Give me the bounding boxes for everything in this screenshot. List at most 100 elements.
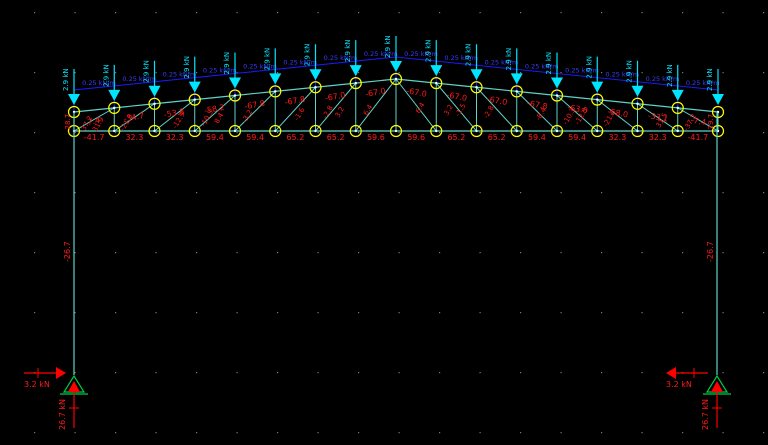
web-diagonal[interactable]: [113, 103, 155, 132]
bottom-node-dot: [515, 129, 518, 133]
udl-label: 0.25 kN/m: [646, 75, 680, 83]
left-vertical-reaction-arrow-icon: [68, 381, 80, 392]
web-diagonal[interactable]: [194, 95, 236, 132]
left-support[interactable]: 3.2 kN 26.7 kN: [24, 367, 88, 430]
bottom-node[interactable]: [188, 124, 201, 138]
top-node[interactable]: [349, 77, 362, 90]
web-diagonal[interactable]: [435, 82, 477, 132]
top-chord-force: -67.8: [526, 99, 548, 111]
grid-dot: [641, 192, 643, 194]
bottom-chord-force: -41.7: [688, 133, 709, 142]
top-node-dot: [636, 102, 639, 105]
top-node-dot: [475, 86, 478, 89]
point-load-arrow-icon: [551, 77, 563, 89]
grid-dot: [74, 192, 76, 194]
top-node[interactable]: [631, 97, 644, 110]
grid-dots: [34, 12, 765, 434]
grid-dot: [601, 252, 603, 254]
udl-label: 0.25 kN/m: [283, 58, 317, 66]
web-diagonal[interactable]: [476, 86, 518, 132]
grid-dot: [479, 432, 481, 434]
bottom-node[interactable]: [389, 124, 403, 138]
bottom-chord-force: 65.2: [488, 133, 506, 142]
web-diagonal[interactable]: [677, 107, 719, 132]
grid-dot: [479, 372, 481, 374]
top-node[interactable]: [389, 72, 403, 86]
grid-dot: [34, 252, 36, 254]
grid-dot: [398, 372, 400, 374]
bottom-node[interactable]: [671, 124, 684, 138]
web-diagonal[interactable]: [637, 103, 679, 132]
web-diagonal[interactable]: [274, 86, 316, 132]
point-load-label: 2.9 kN: [223, 52, 231, 75]
web-diagonal[interactable]: [556, 95, 598, 132]
web-diagonal[interactable]: [315, 82, 357, 132]
web-diagonal[interactable]: [516, 91, 558, 132]
grid-dot: [277, 192, 279, 194]
udl-label: 0.25 kN/m: [444, 54, 478, 62]
grid-dot: [358, 312, 360, 314]
bottom-node[interactable]: [550, 124, 564, 138]
top-node[interactable]: [148, 97, 161, 110]
top-node[interactable]: [430, 77, 443, 90]
bottom-node[interactable]: [108, 124, 121, 138]
top-node[interactable]: [108, 101, 121, 114]
point-load-label: 2.9 kN: [344, 39, 352, 62]
bottom-node[interactable]: [510, 124, 523, 138]
grid-dot: [196, 12, 198, 14]
grid-dot: [601, 132, 603, 134]
point-load-label: 2.9 kN: [626, 60, 634, 83]
grid-dot: [115, 12, 117, 14]
top-node[interactable]: [470, 81, 483, 94]
grid-dot: [601, 72, 603, 74]
bottom-node[interactable]: [470, 124, 483, 138]
grid-dot: [398, 12, 400, 14]
bottom-node[interactable]: [430, 124, 443, 138]
top-node[interactable]: [591, 93, 604, 106]
grid-dot: [358, 12, 360, 14]
top-node[interactable]: [510, 85, 523, 98]
top-node[interactable]: [550, 89, 564, 102]
grid-dot: [74, 252, 76, 254]
web-diagonal[interactable]: [355, 78, 397, 132]
bottom-node[interactable]: [309, 124, 322, 138]
top-node[interactable]: [228, 89, 242, 102]
bottom-node[interactable]: [591, 124, 604, 138]
web-diagonal[interactable]: [73, 107, 115, 132]
right-vertical-reaction-arrow-icon: [711, 381, 723, 392]
bottom-node[interactable]: [631, 124, 644, 138]
point-load-arrow-icon: [309, 69, 322, 81]
top-node[interactable]: [671, 101, 684, 114]
grid-dot: [155, 132, 157, 134]
udl-label: 0.25 kN/m: [82, 79, 116, 87]
grid-dot: [196, 432, 198, 434]
bottom-node[interactable]: [349, 124, 362, 138]
point-load-arrow-icon: [510, 73, 523, 85]
grid-dot: [317, 252, 319, 254]
grid-dot: [520, 72, 522, 74]
top-node[interactable]: [269, 85, 282, 98]
web-diagonal[interactable]: [154, 99, 196, 132]
top-node[interactable]: [188, 93, 201, 106]
grid-dot: [34, 192, 36, 194]
grid-dot: [439, 432, 441, 434]
grid-dot: [560, 372, 562, 374]
bottom-node[interactable]: [711, 124, 725, 138]
web-diagonal[interactable]: [234, 91, 276, 132]
top-node[interactable]: [309, 81, 322, 94]
grid-dot: [479, 312, 481, 314]
top-node[interactable]: [711, 105, 725, 119]
left-horizontal-reaction-label: 3.2 kN: [24, 380, 50, 389]
bottom-node[interactable]: [269, 124, 282, 138]
bottom-node[interactable]: [228, 124, 242, 138]
grid-dot: [722, 72, 724, 74]
grid-dot: [236, 12, 238, 14]
right-support[interactable]: 3.2 kN 26.7 kN: [666, 367, 731, 430]
grid-dot: [317, 312, 319, 314]
web-diagonal[interactable]: [596, 99, 638, 132]
end-web-force-left: -28.7: [64, 114, 72, 132]
web-diagonal[interactable]: [395, 78, 437, 132]
bottom-chord-force: 59.4: [246, 133, 264, 142]
bottom-node[interactable]: [148, 124, 161, 138]
